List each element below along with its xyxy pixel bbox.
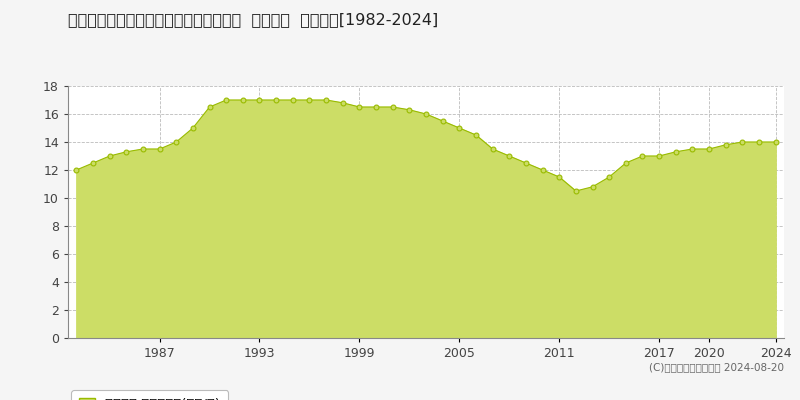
Text: (C)土地価格ドットコム 2024-08-20: (C)土地価格ドットコム 2024-08-20 (649, 362, 784, 372)
Text: 福島県いわき市常磐関船町堀田９番３外  地価公示  地価推移[1982-2024]: 福島県いわき市常磐関船町堀田９番３外 地価公示 地価推移[1982-2024] (68, 12, 438, 27)
Legend: 地価公示 平均坪単価(万円/坪): 地価公示 平均坪単価(万円/坪) (71, 390, 228, 400)
